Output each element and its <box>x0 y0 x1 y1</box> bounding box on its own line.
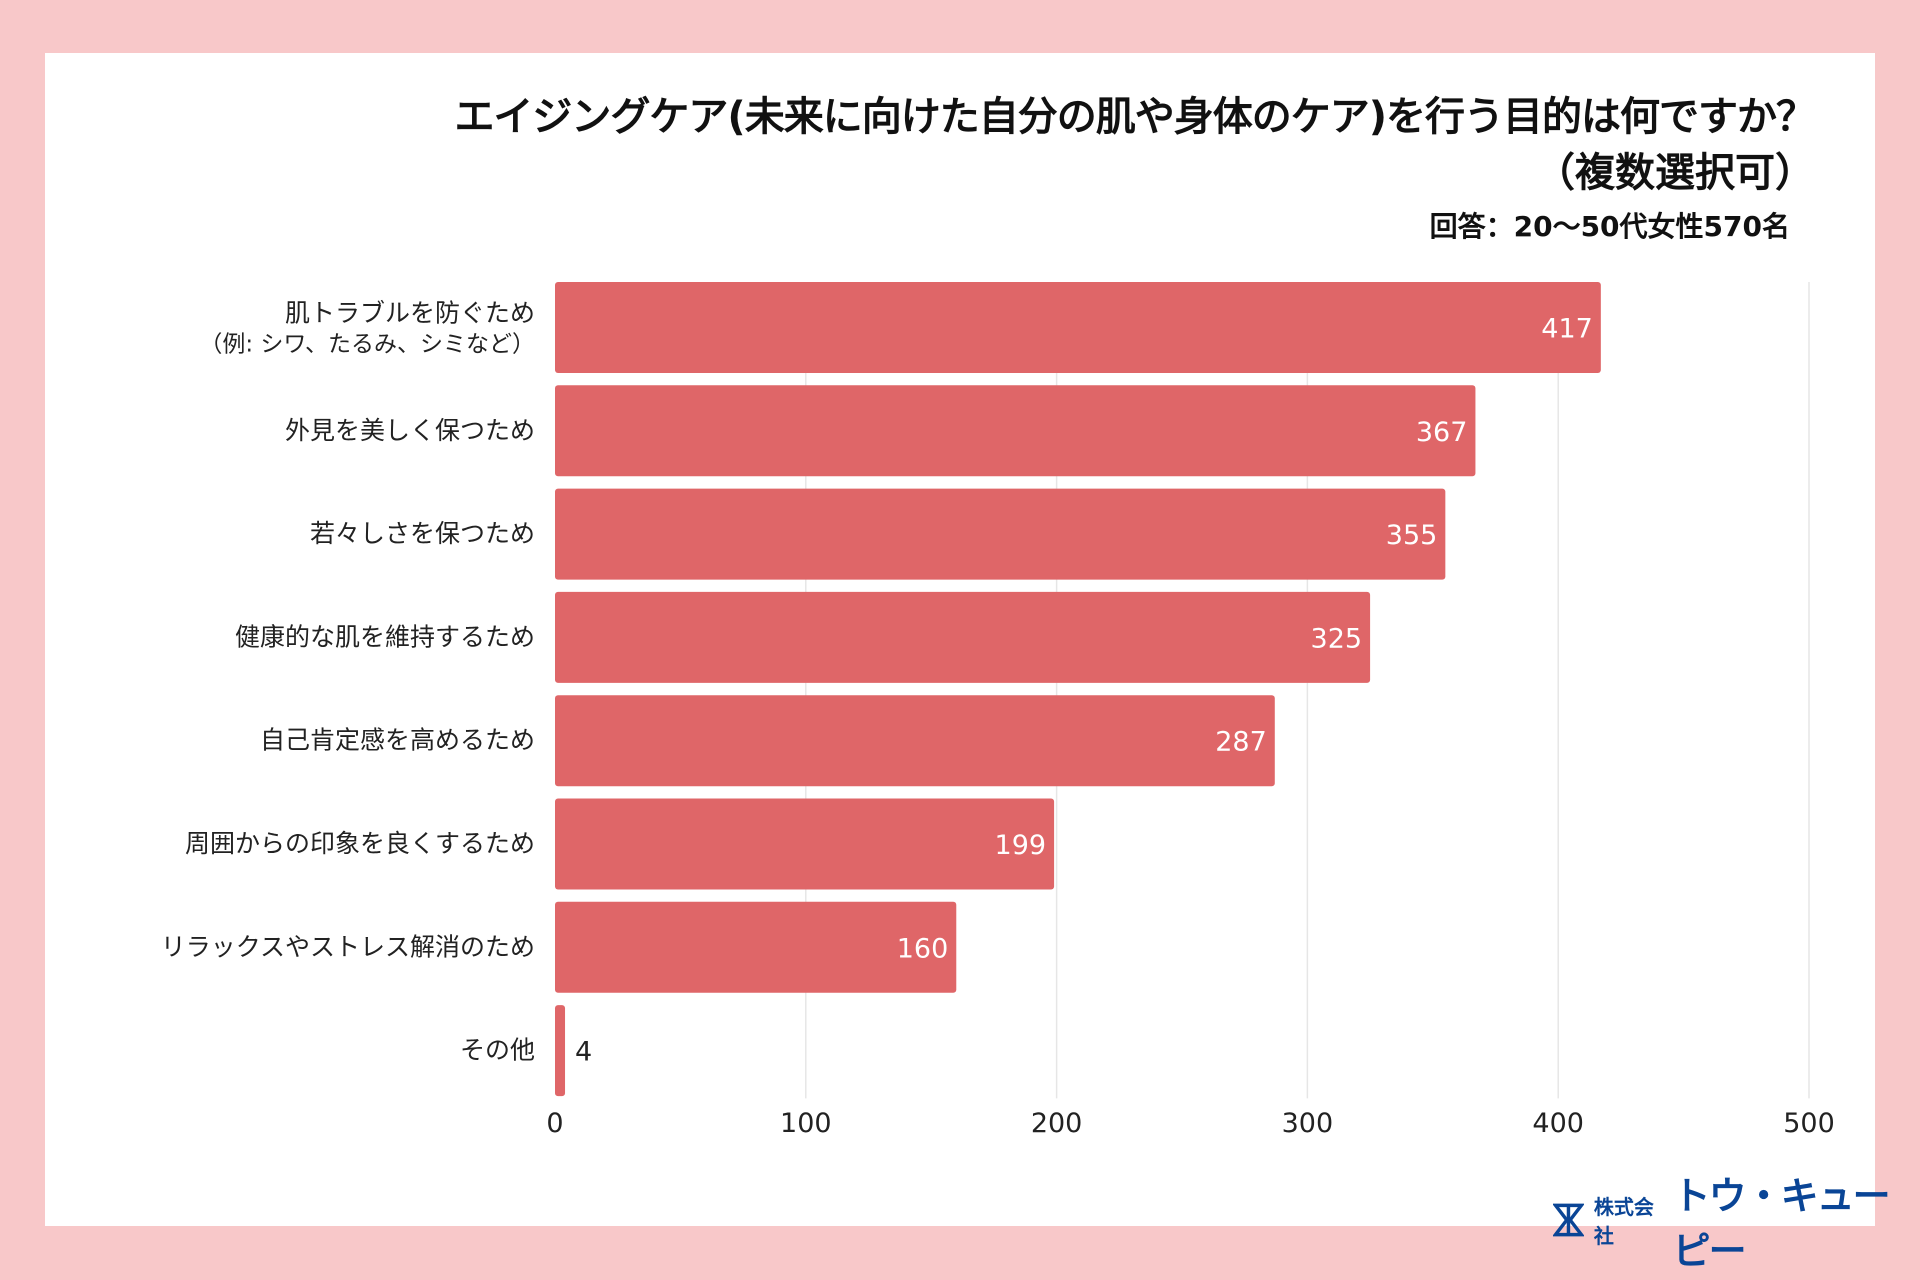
bar <box>555 488 1446 580</box>
data-label: 417 <box>1541 314 1593 345</box>
logo-prefix: 株式会社 <box>1593 1195 1654 1248</box>
bar <box>555 901 957 993</box>
category-label: その他 <box>460 1036 535 1065</box>
company-logo: 株式会社 トウ・キューピー <box>1553 1165 1920 1275</box>
data-label: 199 <box>995 830 1047 861</box>
category-label: 若々しさを保つため <box>310 519 535 548</box>
data-label: 4 <box>575 1037 592 1068</box>
bar <box>555 798 1055 890</box>
chart-subtitle: 回答：20〜50代女性570名 <box>1429 210 1790 243</box>
bar <box>555 591 1371 683</box>
logo-name: トウ・キューピー <box>1672 1174 1891 1273</box>
data-label: 160 <box>897 933 949 964</box>
bar <box>555 1005 566 1097</box>
x-tick-label: 300 <box>1282 1108 1334 1139</box>
category-label: 肌トラブルを防ぐため <box>285 299 535 328</box>
data-label: 355 <box>1386 520 1438 551</box>
chart-title-line2: （複数選択可） <box>1535 150 1815 196</box>
bar <box>555 282 1601 373</box>
x-tick-label: 0 <box>546 1108 563 1139</box>
data-label: 367 <box>1416 417 1468 448</box>
x-tick-label: 400 <box>1532 1108 1584 1139</box>
chart-title: エイジングケア(未来に向けた自分の肌や身体のケア)を行う目的は何ですか？ <box>454 94 1816 140</box>
category-label: 自己肯定感を高めるため <box>260 726 535 755</box>
bar <box>555 385 1476 477</box>
x-tick-label: 100 <box>780 1108 832 1139</box>
category-label: 周囲からの印象を良くするため <box>185 829 535 858</box>
x-tick-label: 200 <box>1031 1108 1083 1139</box>
data-label: 287 <box>1215 727 1267 758</box>
category-label: 健康的な肌を維持するため <box>235 622 535 651</box>
bar <box>555 695 1275 787</box>
category-label: （例: シワ、たるみ、シミなど） <box>199 332 535 358</box>
category-label: 外見を美しく保つため <box>285 416 535 445</box>
hourglass-logo-icon <box>1553 1203 1584 1237</box>
data-label: 325 <box>1311 623 1363 654</box>
x-tick-label: 500 <box>1783 1108 1835 1139</box>
category-label: リラックスやストレス解消のため <box>161 932 535 961</box>
